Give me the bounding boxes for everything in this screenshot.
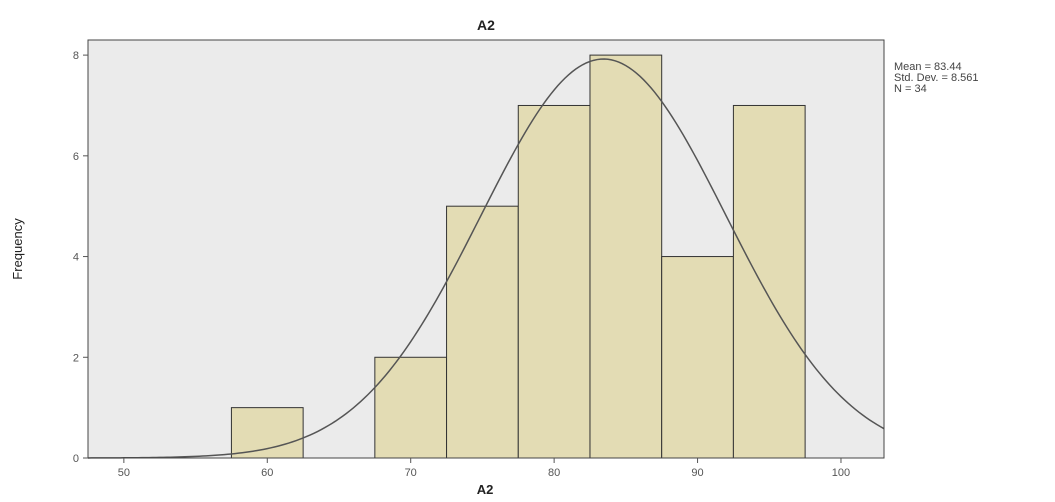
stats-legend: Mean = 83.44 Std. Dev. = 8.561 N = 34 xyxy=(894,61,979,95)
normal-curve-line xyxy=(87,58,885,459)
x-axis-label: A2 xyxy=(477,482,494,497)
stat-std-dev: Std. Dev. = 8.561 xyxy=(894,72,979,84)
y-tick-label: 2 xyxy=(73,352,79,364)
histogram-bar xyxy=(732,104,806,459)
y-tick-label: 0 xyxy=(73,453,79,465)
y-axis-label: Frequency xyxy=(10,218,25,280)
x-tick-label: 100 xyxy=(832,467,850,479)
histogram-bar xyxy=(661,256,734,459)
y-tick-label: 8 xyxy=(73,50,79,62)
histogram-bar xyxy=(230,407,304,459)
bars-layer xyxy=(230,54,806,459)
stat-n: N = 34 xyxy=(894,83,927,95)
x-tick-label: 50 xyxy=(118,467,130,479)
x-tick-label: 60 xyxy=(261,467,273,479)
y-tick-label: 6 xyxy=(73,151,79,163)
y-axis: 0 2 4 6 8 xyxy=(73,50,88,465)
histogram-bar xyxy=(517,104,591,459)
histogram-bar xyxy=(374,356,448,459)
chart-title: A2 xyxy=(477,17,495,33)
x-axis: 50 60 70 80 90 100 xyxy=(118,458,850,479)
x-tick-label: 90 xyxy=(691,467,703,479)
x-tick-label: 70 xyxy=(405,467,417,479)
x-tick-label: 80 xyxy=(548,467,560,479)
histogram-bar xyxy=(446,205,519,459)
stat-mean: Mean = 83.44 xyxy=(894,61,962,73)
y-tick-label: 4 xyxy=(73,252,79,264)
plot-frame xyxy=(87,39,885,459)
histogram-bar xyxy=(589,54,663,459)
